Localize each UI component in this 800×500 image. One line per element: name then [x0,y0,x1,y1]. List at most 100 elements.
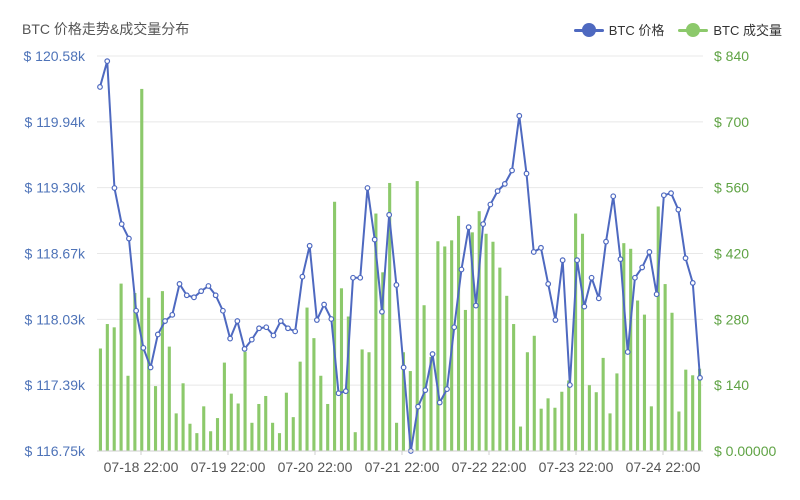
volume-bar [532,335,536,451]
volume-bar [684,369,688,451]
volume-bar [615,373,619,451]
volume-bar [209,431,213,451]
volume-bar [587,385,591,451]
volume-bar [202,406,206,451]
price-point [212,292,219,299]
volume-bar [408,371,412,451]
volume-bar [629,248,633,451]
price-point [458,266,465,273]
price-point [350,274,356,281]
price-point [617,256,624,263]
volume-bar [567,380,571,451]
y-right-tick-label: $ 420 [714,246,749,262]
legend-volume-swatch-icon [678,22,709,37]
volume-bar [422,305,426,451]
price-point [588,274,595,281]
price-point [501,180,508,187]
price-point [234,318,241,324]
legend: BTC 价格 BTC 成交量 [560,20,782,39]
price-point [632,274,638,281]
price-point [444,386,450,393]
volume-bar [326,403,330,451]
volume-bar [560,391,564,451]
volume-bar [677,411,681,451]
volume-bar [119,283,123,451]
legend-item-price[interactable]: BTC 价格 [573,20,664,39]
price-point [473,302,479,309]
volume-bar [284,392,288,451]
price-point [104,58,111,65]
price-point [545,281,552,287]
price-point [581,303,588,310]
price-point [263,324,270,331]
volume-bar [229,393,233,451]
price-point [668,190,674,197]
volume-bar [367,352,371,451]
price-point [675,206,682,213]
price-point [118,221,125,228]
price-point [436,399,443,406]
volume-bar [312,338,316,451]
volume-bar [305,307,309,451]
volume-bar [670,312,674,451]
chart-title: BTC 价格走势&成交量分布 [22,21,190,37]
volume-bar [105,324,109,451]
y-left-tick-label: $ 120.58k [24,48,86,64]
price-point [140,344,147,351]
volume-bar [594,392,598,451]
volume-bar [525,352,529,451]
legend-item-volume[interactable]: BTC 成交量 [678,20,782,39]
volume-bar [215,418,220,451]
volume-bar [636,300,640,451]
price-point [494,188,501,195]
volume-bar [298,361,302,451]
volume-bar [181,383,185,451]
volume-bar [374,213,378,451]
volume-bar [277,433,282,451]
volume-bar [656,206,660,451]
price-point [682,255,689,262]
price-point [415,403,421,410]
price-point [277,318,284,324]
price-point [270,332,277,339]
price-point [624,349,631,355]
x-tick-label: 07-22 22:00 [452,459,527,475]
volume-bar [601,357,605,451]
legend-volume-label: BTC 成交量 [713,23,782,38]
volume-bar [319,375,323,451]
price-point [227,335,234,342]
price-point [357,274,364,281]
volume-bar [160,291,164,451]
x-tick-label: 07-18 22:00 [104,459,179,475]
price-point [487,201,494,208]
volume-bar [470,232,474,451]
price-point [660,192,667,199]
price-point [342,388,349,395]
volume-bar [642,314,647,451]
volume-bar [649,406,653,451]
volume-bar [608,413,612,451]
volume-bar [388,182,392,451]
volume-bar [580,233,585,451]
price-point [299,273,306,280]
price-point [646,249,653,255]
price-point [154,331,161,338]
x-tick-label: 07-23 22:00 [539,459,614,475]
price-point [386,211,393,218]
price-point [285,325,291,332]
y-left-tick-label: $ 118.03k [25,311,86,327]
price-point [248,336,255,343]
volume-bar [415,181,419,451]
price-point [126,235,132,242]
volume-bar [133,293,137,451]
price-point [176,281,183,287]
volume-bar [222,362,226,451]
price-point [465,224,472,231]
price-point [595,295,602,302]
price-point [169,311,176,318]
price-point [697,374,703,381]
x-tick-label: 07-20 22:00 [278,459,353,475]
volume-bar [236,403,240,451]
legend-price-swatch-icon [573,22,604,37]
